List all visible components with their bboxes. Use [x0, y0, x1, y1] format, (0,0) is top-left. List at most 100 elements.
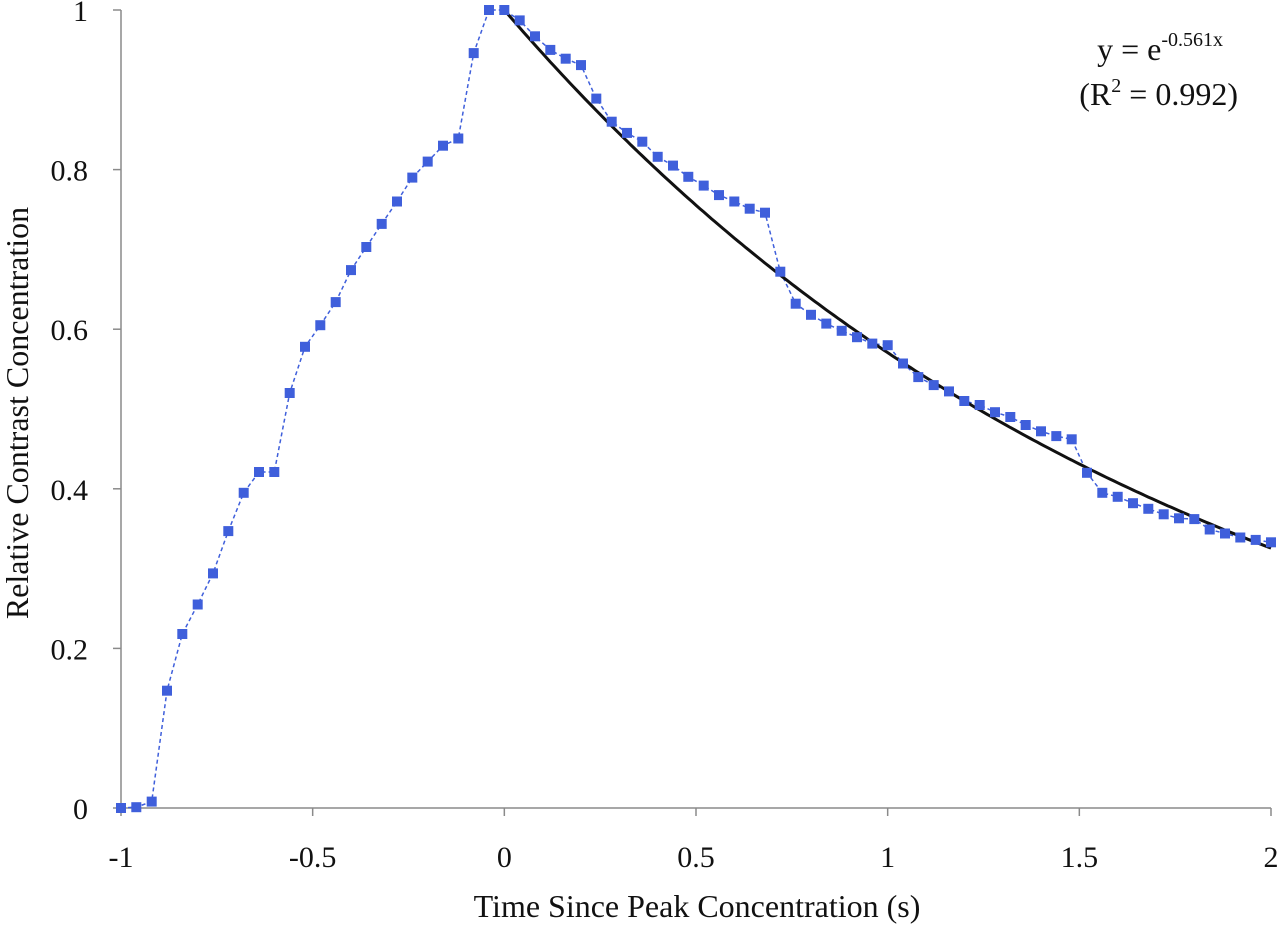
data-point [530, 31, 540, 42]
y-tick-label: 1 [73, 0, 88, 28]
data-point [1266, 537, 1276, 548]
data-point [468, 48, 479, 59]
r-squared-annotation: (R2 = 0.992) [1079, 75, 1238, 112]
data-point [254, 467, 264, 477]
data-point [591, 93, 602, 104]
data-point [560, 53, 571, 64]
data-point [407, 172, 418, 183]
data-point [806, 309, 816, 320]
series-layer [116, 5, 1276, 813]
r2-sup: 2 [1111, 75, 1121, 97]
data-point [545, 44, 556, 55]
data-point [300, 341, 310, 352]
data-point [162, 685, 172, 696]
data-point [974, 400, 985, 410]
data-point [392, 196, 402, 207]
data-point [376, 218, 387, 229]
data-point [146, 796, 157, 807]
data-point [683, 171, 694, 182]
fit-equation: y = e-0.561x [1097, 29, 1223, 67]
x-axis-title: Time Since Peak Concentration (s) [474, 888, 921, 924]
data-point [576, 60, 586, 71]
equation-prefix: y = e [1097, 31, 1161, 67]
data-point [606, 116, 617, 127]
y-tick-label: 0.4 [51, 474, 89, 507]
y-tick-label: 0.2 [51, 633, 89, 666]
data-point [422, 156, 433, 167]
data-point [330, 297, 341, 308]
data-point [238, 487, 249, 498]
data-point [867, 338, 878, 349]
data-point [499, 5, 510, 15]
data-point [223, 526, 234, 537]
x-tick-label: 1.5 [1061, 841, 1099, 874]
x-tick-labels: -1 -0.5 0 0.5 1 1.5 2 [109, 841, 1279, 874]
data-point [882, 340, 893, 351]
data-point [913, 372, 924, 383]
data-point [729, 196, 740, 207]
data-point [714, 190, 724, 201]
data-point [1128, 498, 1138, 509]
data-point [1143, 503, 1154, 514]
data-point [698, 180, 709, 191]
data-point [1220, 528, 1230, 539]
x-tick-label: -1 [109, 841, 134, 874]
axes [113, 9, 1272, 816]
data-point [652, 151, 663, 162]
y-axis-title: Relative Contrast Concentration [0, 207, 35, 619]
data-point [928, 380, 939, 391]
x-tick-label: 1 [880, 841, 895, 874]
data-point [131, 802, 142, 813]
data-point [1112, 491, 1123, 502]
y-tick-labels: 0 0.2 0.4 0.6 0.8 1 [51, 0, 89, 826]
data-point [361, 242, 372, 252]
data-point [1250, 534, 1261, 545]
data-point [744, 203, 755, 214]
data-point [1051, 431, 1062, 442]
data-point [1189, 514, 1200, 525]
r2-open: (R [1079, 76, 1112, 112]
data-point [1005, 412, 1016, 422]
y-tick-label: 0.8 [51, 155, 89, 188]
data-point [1097, 487, 1108, 498]
data-point [116, 803, 126, 813]
data-point [944, 386, 954, 397]
data-point [775, 266, 786, 277]
r2-close: = 0.992) [1121, 76, 1238, 112]
data-point [284, 388, 295, 398]
data-point [898, 358, 908, 369]
x-tick-label: 2 [1264, 841, 1279, 874]
data-series-line [120, 9, 1272, 809]
data-point [1066, 434, 1077, 445]
y-tick-label: 0.6 [51, 314, 89, 347]
data-point [514, 15, 525, 26]
data-point [1174, 513, 1184, 524]
data-point [821, 318, 832, 329]
data-point [1020, 420, 1031, 430]
x-tick-label: 0.5 [677, 841, 715, 874]
data-point [315, 320, 326, 331]
data-point [852, 332, 862, 343]
fit-curve [503, 9, 1272, 550]
data-point [637, 136, 648, 147]
data-point [790, 298, 801, 309]
x-tick-label: 0 [497, 841, 512, 874]
data-point [668, 160, 678, 171]
x-tick-label: -0.5 [289, 841, 337, 874]
data-point [1082, 467, 1092, 478]
data-point [192, 599, 203, 610]
data-point [438, 140, 448, 151]
data-point [1235, 532, 1246, 543]
data-point [453, 133, 464, 144]
data-point [622, 127, 632, 138]
equation-exponent: -0.561x [1161, 29, 1223, 51]
data-point [208, 568, 218, 579]
y-tick-label: 0 [73, 793, 88, 826]
data-point [1158, 509, 1169, 520]
data-point [760, 207, 770, 218]
data-point [836, 325, 847, 336]
data-point [959, 396, 970, 406]
data-point [177, 629, 188, 639]
data-point [990, 407, 1000, 418]
